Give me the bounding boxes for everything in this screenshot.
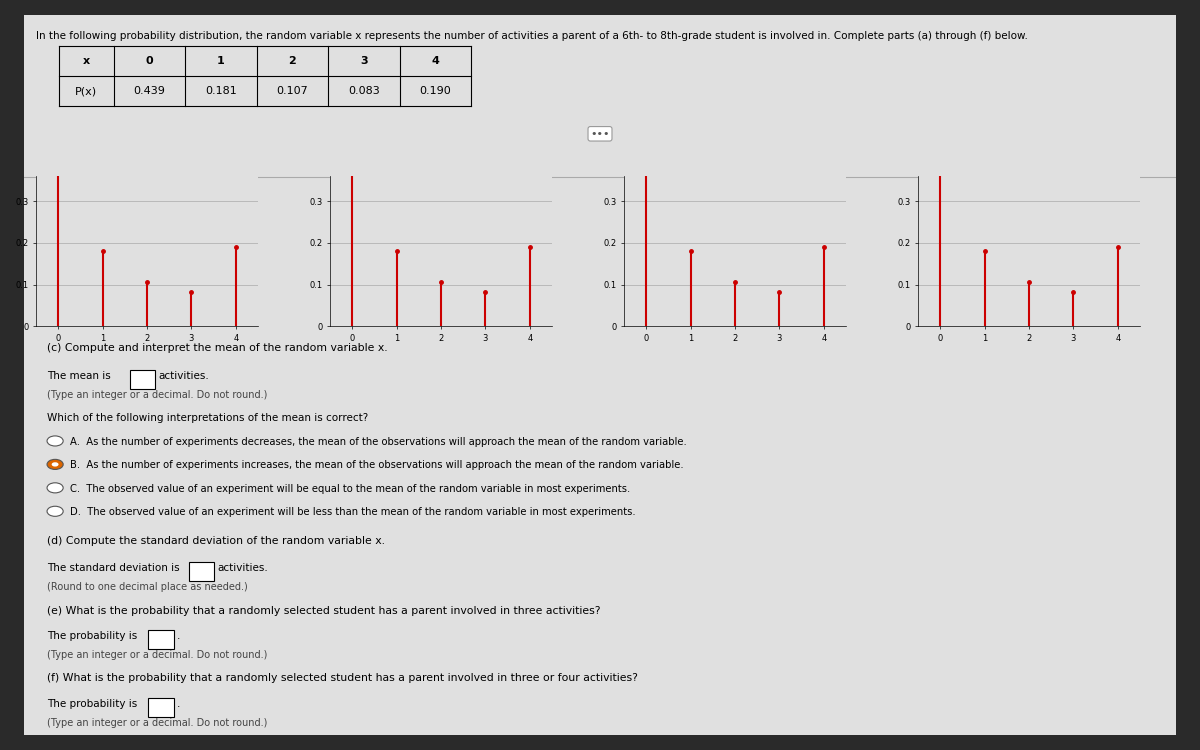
FancyBboxPatch shape <box>130 370 155 388</box>
Text: The probability is: The probability is <box>47 699 137 709</box>
Circle shape <box>47 506 64 516</box>
Text: Which of the following interpretations of the mean is correct?: Which of the following interpretations o… <box>47 413 368 423</box>
Circle shape <box>47 459 64 470</box>
Circle shape <box>47 436 64 446</box>
Text: (e) What is the probability that a randomly selected student has a parent involv: (e) What is the probability that a rando… <box>47 605 600 616</box>
Text: •••: ••• <box>590 129 610 139</box>
Text: 0.083: 0.083 <box>348 86 379 96</box>
FancyBboxPatch shape <box>149 698 174 717</box>
FancyBboxPatch shape <box>188 562 214 581</box>
Text: 0.181: 0.181 <box>205 86 236 96</box>
Text: (f) What is the probability that a randomly selected student has a parent involv: (f) What is the probability that a rando… <box>47 674 638 683</box>
Circle shape <box>47 483 64 493</box>
FancyBboxPatch shape <box>149 630 174 649</box>
Text: (d) Compute the standard deviation of the random variable x.: (d) Compute the standard deviation of th… <box>47 536 385 546</box>
Circle shape <box>52 462 59 466</box>
Text: The probability is: The probability is <box>47 631 137 640</box>
Text: activities.: activities. <box>217 563 269 573</box>
Text: C.  The observed value of an experiment will be equal to the mean of the random : C. The observed value of an experiment w… <box>70 484 630 494</box>
Text: (Type an integer or a decimal. Do not round.): (Type an integer or a decimal. Do not ro… <box>47 718 268 728</box>
Text: The standard deviation is: The standard deviation is <box>47 563 180 573</box>
Text: 0.190: 0.190 <box>419 86 451 96</box>
Text: D.  The observed value of an experiment will be less than the mean of the random: D. The observed value of an experiment w… <box>70 507 636 517</box>
Text: 0: 0 <box>145 56 154 66</box>
Text: (c) Compute and interpret the mean of the random variable x.: (c) Compute and interpret the mean of th… <box>47 343 388 352</box>
Text: 3: 3 <box>360 56 367 66</box>
Text: activities.: activities. <box>158 370 210 380</box>
Text: The mean is: The mean is <box>47 370 110 380</box>
Text: 0.107: 0.107 <box>276 86 308 96</box>
Text: A.  As the number of experiments decreases, the mean of the observations will ap: A. As the number of experiments decrease… <box>70 436 686 447</box>
Text: (Round to one decimal place as needed.): (Round to one decimal place as needed.) <box>47 582 247 592</box>
Text: (Type an integer or a decimal. Do not round.): (Type an integer or a decimal. Do not ro… <box>47 650 268 660</box>
Text: x: x <box>83 56 90 66</box>
Text: 2: 2 <box>288 56 296 66</box>
Text: 4: 4 <box>431 56 439 66</box>
Text: In the following probability distribution, the random variable x represents the : In the following probability distributio… <box>36 31 1027 40</box>
Text: B.  As the number of experiments increases, the mean of the observations will ap: B. As the number of experiments increase… <box>70 460 684 470</box>
Text: (Type an integer or a decimal. Do not round.): (Type an integer or a decimal. Do not ro… <box>47 390 268 400</box>
Text: P(x): P(x) <box>76 86 97 96</box>
Text: 0.439: 0.439 <box>133 86 166 96</box>
Text: .: . <box>178 631 180 640</box>
Text: 1: 1 <box>217 56 224 66</box>
Text: .: . <box>178 699 180 709</box>
